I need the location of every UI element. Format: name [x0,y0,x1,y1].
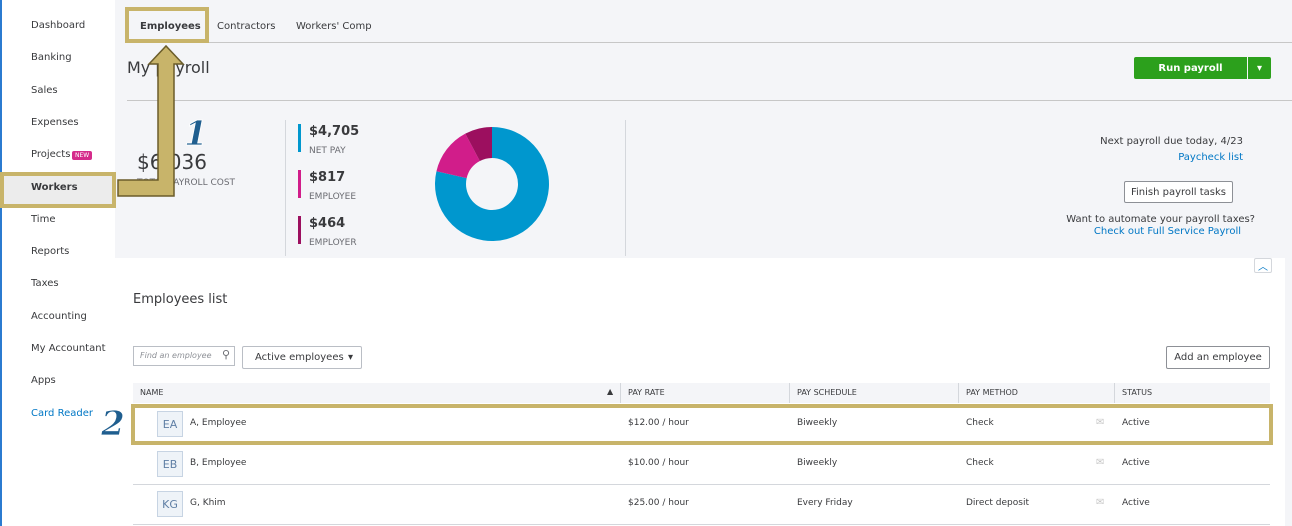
cell: Active [1122,498,1150,508]
next-payroll-text: Next payroll due today, 4/23 [1100,136,1243,147]
table-header [133,383,1270,403]
cell: Active [1122,418,1150,428]
cell: Active [1122,458,1150,468]
cell: $10.00 / hour [628,458,689,468]
tab-divider [127,42,1292,43]
column-divider [1114,383,1115,403]
amount: $4,705 [309,124,360,139]
nav-item[interactable]: Dashboard [31,20,86,31]
divider [625,120,626,256]
nav-item[interactable]: Accounting [31,310,87,322]
section-title: Employees list [133,292,228,307]
legend-bar [298,170,301,198]
run-payroll-button[interactable]: Run payroll [1134,57,1247,79]
sidebar [0,0,115,526]
avatar: KG [157,491,183,517]
nav-item[interactable]: Taxes [31,278,59,290]
page-title: My payroll [127,58,210,77]
nav-item[interactable]: Reports [31,246,70,258]
amount: $464 [309,216,346,231]
amount-label: NET PAY [309,146,346,156]
promo-link[interactable]: Check out Full Service Payroll [1093,226,1241,237]
nav-item[interactable]: Projects [31,149,71,161]
nav-item[interactable]: Sales [31,84,58,96]
row-divider [133,484,1270,485]
cell: Check [966,458,994,468]
column-divider [958,383,959,403]
column-divider [620,383,621,403]
nav-item[interactable]: Banking [31,52,72,64]
annotation-number: 1 [184,114,208,154]
nav-item[interactable]: Time [31,213,56,225]
dropdown-caret: ▾ [347,352,353,363]
donut-chart [435,127,549,242]
finish-payroll-button[interactable]: Finish payroll tasks [1124,181,1233,203]
legend-bar [298,216,301,244]
donut-segment [465,127,492,162]
cell: $12.00 / hour [628,418,689,428]
employee-name[interactable]: G, Khim [190,498,226,508]
header-divider [127,100,1292,101]
row-icon[interactable]: ✉ [1096,417,1105,428]
filter-dropdown[interactable]: Active employees ▾ [242,346,362,369]
divider [285,120,286,256]
nav-item[interactable]: Apps [31,375,56,387]
tab[interactable]: Workers' Comp [296,21,372,32]
cell: $25.00 / hour [628,498,689,508]
amount-label: EMPLOYEE [309,192,357,202]
cell: Every Friday [797,498,853,508]
row-icon[interactable]: ✉ [1096,457,1105,468]
avatar: EB [157,451,183,477]
amount-label: EMPLOYER [309,238,357,248]
column-header: STATUS [1122,388,1153,397]
filter-label: Active employees [255,352,344,363]
search-box[interactable] [133,346,235,366]
row-divider [133,444,1270,445]
nav-item[interactable]: Workers [31,181,78,193]
nav-badge: NEW [72,151,93,161]
promo-text: Want to automate your payroll taxes? [1066,214,1255,225]
amount: $817 [309,170,346,185]
cell: Direct deposit [966,498,1029,508]
row-icon[interactable]: ✉ [1096,497,1105,508]
nav-item[interactable]: Card Reader [31,407,93,419]
column-header: NAME [140,388,164,397]
paycheck-list-link[interactable]: Paycheck list [1178,152,1243,163]
add-employee-button[interactable]: Add an employee [1166,346,1270,369]
cell: Biweekly [797,418,838,428]
cell: Biweekly [797,458,838,468]
column-divider [789,383,790,403]
cell: Check [966,418,994,428]
employee-name[interactable]: A, Employee [190,418,247,428]
column-header: PAY SCHEDULE [797,388,857,397]
avatar: EA [157,411,183,437]
nav-item[interactable]: My Accountant [31,343,106,354]
donut-segment [435,127,549,242]
search-icon: ⚲ [222,348,231,361]
tab[interactable]: Employees [140,21,201,32]
run-payroll-dropdown[interactable]: ▾ [1248,57,1271,79]
collapse-button[interactable]: ︿ [1254,258,1272,273]
column-header: PAY METHOD [966,388,1018,397]
total-amount: $6,036 [137,150,207,174]
donut-segment [436,133,480,179]
total-label: TOTAL PAYROLL COST [137,178,236,188]
legend-bar [298,124,301,152]
sort-icon[interactable]: ▲ [607,387,614,396]
row-divider [133,524,1270,525]
employee-name[interactable]: B, Employee [190,458,247,468]
search-placeholder: Find an employee [140,351,212,360]
nav-item[interactable]: Expenses [31,116,79,128]
column-header: PAY RATE [628,388,665,397]
tab[interactable]: Contractors [217,21,276,32]
